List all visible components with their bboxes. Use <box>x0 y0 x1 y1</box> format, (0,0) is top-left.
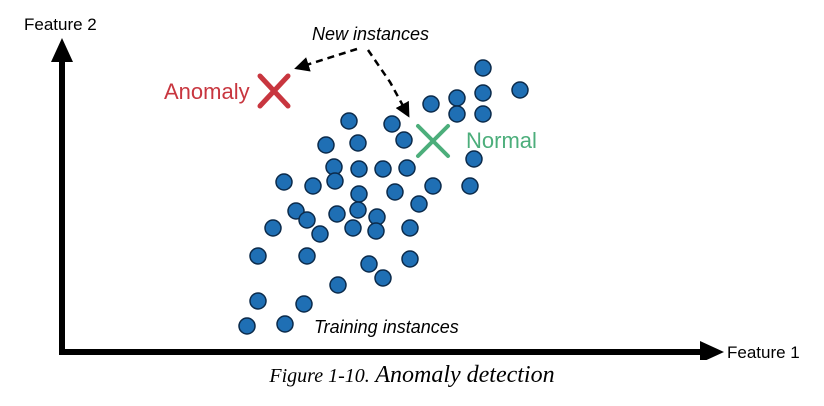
anomaly-label: Anomaly <box>164 79 250 104</box>
training-point <box>448 89 466 107</box>
training-point <box>295 295 313 313</box>
training-point <box>424 177 442 195</box>
training-point <box>326 172 344 190</box>
training-point <box>474 84 492 102</box>
training-point <box>350 160 368 178</box>
axes: Feature 2 Feature 1 <box>24 15 800 360</box>
training-point <box>344 219 362 237</box>
training-point <box>329 276 347 294</box>
training-point <box>311 225 329 243</box>
training-point <box>422 95 440 113</box>
caption-title: Anomaly detection <box>375 362 555 388</box>
training-point <box>328 205 346 223</box>
training-point <box>249 292 267 310</box>
training-point <box>275 173 293 191</box>
training-point <box>398 159 416 177</box>
training-point <box>410 195 428 213</box>
caption-figure-number: Figure 1-10. <box>269 365 370 387</box>
training-point <box>374 160 392 178</box>
new-instances-label: New instances <box>312 24 429 44</box>
arrow-to-anomaly <box>294 47 358 72</box>
training-point <box>367 222 385 240</box>
training-points <box>238 59 529 335</box>
training-instances-label: Training instances <box>314 317 459 337</box>
training-point <box>238 317 256 335</box>
training-point <box>304 177 322 195</box>
training-point <box>511 81 529 99</box>
training-point <box>386 183 404 201</box>
training-point <box>249 247 267 265</box>
training-point <box>401 250 419 268</box>
figure-caption: Figure 1-10. Anomaly detection <box>0 362 824 389</box>
arrow-to-normal <box>366 49 410 118</box>
anomaly-x-stroke-2 <box>257 73 291 109</box>
training-point <box>317 136 335 154</box>
training-point <box>383 115 401 133</box>
training-point <box>401 219 419 237</box>
normal-marker: Normal <box>416 124 537 158</box>
training-point <box>350 185 368 203</box>
training-point <box>395 131 413 149</box>
training-point <box>264 219 282 237</box>
anomaly-detection-diagram: Feature 2 Feature 1 New instances Traini… <box>24 15 800 360</box>
anomaly-marker: Anomaly <box>164 73 291 109</box>
y-axis-label: Feature 2 <box>24 15 97 34</box>
training-point <box>298 247 316 265</box>
normal-label: Normal <box>466 128 537 153</box>
y-axis-arrowhead <box>51 38 73 62</box>
normal-x-stroke-2 <box>416 124 450 158</box>
training-point <box>360 255 378 273</box>
training-point <box>340 112 358 130</box>
training-point <box>474 59 492 77</box>
training-point <box>298 211 316 229</box>
training-point <box>448 105 466 123</box>
training-point <box>349 201 367 219</box>
training-point <box>461 177 479 195</box>
training-point <box>465 150 483 168</box>
x-axis-label: Feature 1 <box>727 343 800 360</box>
training-point <box>374 269 392 287</box>
training-point <box>474 105 492 123</box>
x-axis-arrowhead <box>700 341 724 360</box>
training-point <box>276 315 294 333</box>
training-point <box>349 134 367 152</box>
